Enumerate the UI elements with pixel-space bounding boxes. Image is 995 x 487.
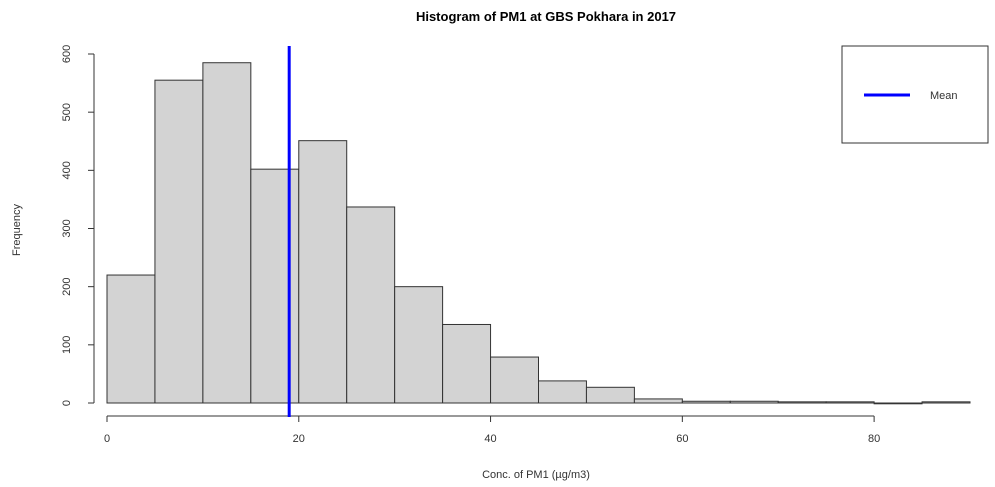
chart-title: Histogram of PM1 at GBS Pokhara in 2017	[416, 9, 676, 24]
histogram-bar	[873, 402, 923, 405]
y-tick-label: 0	[61, 400, 73, 406]
y-tick-label: 400	[61, 161, 73, 179]
histogram-bar	[442, 323, 492, 404]
y-tick-label: 500	[61, 103, 73, 121]
bars-group	[106, 62, 971, 405]
histogram-bar	[921, 401, 971, 404]
histogram-bar	[633, 398, 683, 404]
histogram-bar	[585, 386, 635, 404]
histogram-bar	[250, 168, 300, 404]
legend-box	[841, 45, 989, 144]
histogram-bar	[777, 401, 827, 404]
x-tick-label: 80	[868, 433, 880, 445]
legend: Mean	[841, 45, 989, 144]
histogram-bar	[825, 401, 875, 404]
legend-label: Mean	[930, 90, 958, 102]
y-axis-label: Frequency	[11, 204, 23, 256]
y-tick-label: 200	[61, 277, 73, 295]
x-tick-label: 40	[484, 433, 496, 445]
x-axis: 0 20 40 60 80	[104, 415, 880, 445]
histogram-bar	[681, 400, 731, 404]
x-tick-label: 60	[676, 433, 688, 445]
x-tick-label: 20	[293, 433, 305, 445]
histogram-bar	[394, 286, 444, 404]
histogram-bar	[538, 380, 587, 404]
histogram-bar	[298, 140, 348, 404]
x-tick-label: 0	[104, 433, 110, 445]
histogram-bar	[346, 206, 396, 404]
histogram-bar	[729, 400, 779, 404]
histogram-bar	[202, 62, 252, 404]
x-axis-label: Conc. of PM1 (µg/m3)	[482, 469, 590, 481]
histogram-bar	[490, 356, 539, 404]
y-axis: 0 100 200 300 400 500 600	[61, 45, 95, 406]
y-tick-label: 100	[61, 336, 73, 354]
histogram-bar	[154, 79, 204, 404]
y-tick-label: 600	[61, 45, 73, 63]
histogram-bar	[106, 274, 156, 404]
y-tick-label: 300	[61, 219, 73, 237]
